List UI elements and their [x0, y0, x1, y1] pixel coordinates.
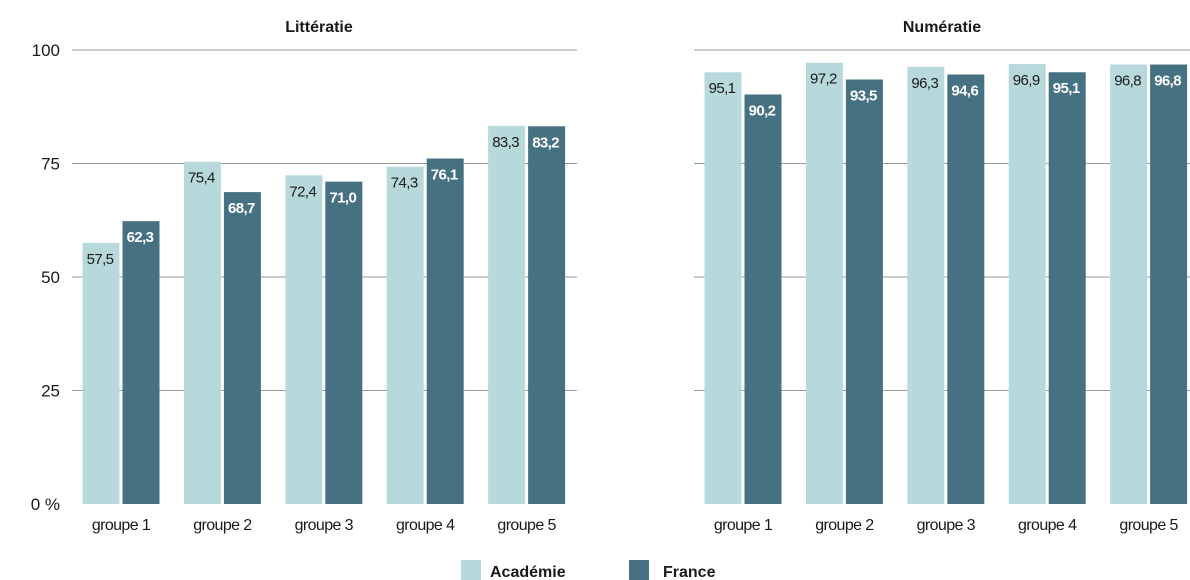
- data-label-france-groupe-5: 96,8: [1154, 73, 1181, 90]
- bar-france-groupe-1: [744, 94, 782, 504]
- data-label-france-groupe-4: 76,1: [431, 167, 458, 184]
- data-label-academie-groupe-2: 97,2: [810, 71, 837, 88]
- data-label-academie-groupe-5: 83,3: [492, 134, 519, 151]
- data-label-france-groupe-3: 71,0: [329, 190, 356, 207]
- bar-france-groupe-4: [426, 158, 464, 505]
- bar-france-groupe-1: [122, 221, 160, 504]
- bar-france-groupe-4: [1048, 72, 1086, 504]
- data-label-france-groupe-4: 95,1: [1053, 80, 1080, 97]
- x-tick-label: groupe 5: [497, 517, 556, 534]
- bar-academie-groupe-5: [488, 125, 526, 505]
- x-tick-label: groupe 2: [815, 517, 874, 534]
- data-label-france-groupe-5: 83,2: [532, 134, 559, 151]
- chart-title: Littératie: [285, 19, 353, 36]
- bar-academie-groupe-3: [285, 175, 323, 504]
- data-label-academie-groupe-1: 57,5: [87, 251, 114, 268]
- data-label-france-groupe-2: 93,5: [850, 88, 877, 105]
- x-tick-label: groupe 5: [1119, 517, 1178, 534]
- numeratie-panel: Numératie 95,1 90,2 groupe 1 97,2 93,5 groupe …: [694, 19, 1190, 534]
- x-tick-label: groupe 4: [396, 517, 455, 534]
- bar-france-groupe-5: [528, 126, 566, 504]
- data-label-academie-groupe-5: 96,8: [1114, 73, 1141, 90]
- bar-france-groupe-3: [325, 181, 363, 504]
- data-label-france-groupe-3: 94,6: [951, 83, 978, 100]
- bar-academie-groupe-4: [386, 166, 424, 505]
- bar-academie-groupe-2: [805, 62, 843, 504]
- y-tick-label: 100: [32, 41, 60, 60]
- x-tick-label: groupe 3: [295, 517, 354, 534]
- bar-academie-groupe-2: [183, 161, 221, 504]
- bar-france-groupe-2: [223, 192, 261, 505]
- bar-academie-groupe-1: [704, 72, 742, 504]
- data-label-academie-groupe-2: 75,4: [188, 170, 215, 187]
- bar-academie-groupe-4: [1008, 64, 1046, 504]
- data-label-france-groupe-1: 62,3: [127, 229, 154, 246]
- data-label-academie-groupe-4: 74,3: [391, 175, 418, 192]
- x-tick-label: groupe 1: [714, 517, 773, 534]
- legend-swatch-academie: [461, 560, 481, 580]
- data-label-academie-groupe-1: 95,1: [709, 80, 736, 97]
- y-tick-label: 50: [41, 268, 60, 287]
- y-tick-label: 75: [41, 155, 60, 174]
- data-label-france-groupe-2: 68,7: [228, 200, 255, 217]
- bar-france-groupe-5: [1150, 64, 1188, 504]
- x-tick-label: groupe 3: [917, 517, 976, 534]
- x-tick-label: groupe 2: [193, 517, 252, 534]
- y-tick-label: 25: [41, 382, 60, 401]
- legend: Académie France: [461, 560, 716, 580]
- bar-france-groupe-2: [845, 79, 883, 504]
- legend-label-academie: Académie: [490, 564, 566, 580]
- bar-academie-groupe-5: [1110, 64, 1148, 504]
- data-label-academie-groupe-3: 72,4: [289, 183, 316, 200]
- chart-title: Numératie: [903, 19, 981, 36]
- bar-academie-groupe-1: [82, 242, 120, 504]
- legend-swatch-france: [629, 560, 649, 580]
- x-tick-label: groupe 4: [1018, 517, 1077, 534]
- data-label-academie-groupe-3: 96,3: [911, 75, 938, 92]
- y-tick-label: 0 %: [31, 495, 60, 514]
- bar-france-groupe-3: [947, 74, 985, 505]
- litteratie-panel: Littératie 0 % 25 50 75 100 57,5 62,3 groupe 1 75…: [31, 19, 577, 534]
- data-label-france-groupe-1: 90,2: [749, 102, 776, 119]
- x-tick-label: groupe 1: [92, 517, 151, 534]
- bar-academie-groupe-3: [907, 66, 945, 504]
- data-label-academie-groupe-4: 96,9: [1013, 72, 1040, 89]
- legend-label-france: France: [663, 564, 716, 580]
